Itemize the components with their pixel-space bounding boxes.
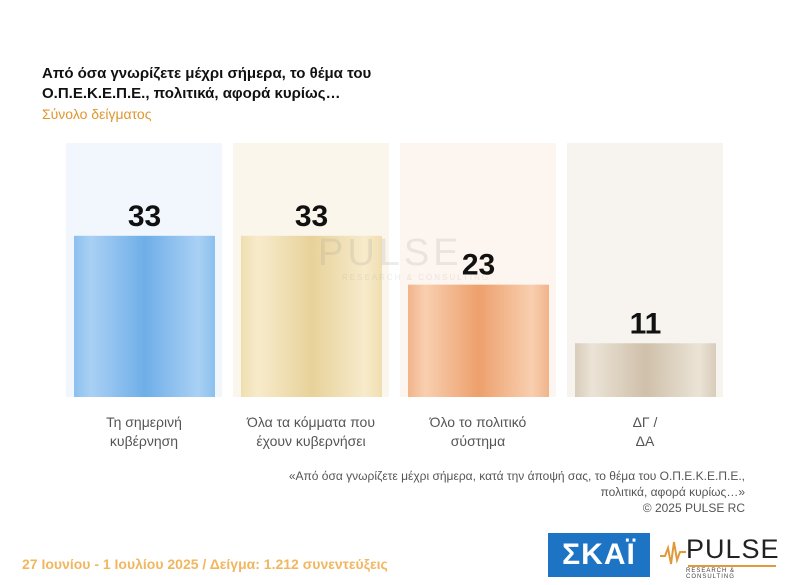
skai-logo: ΣΚΑΪ <box>548 533 650 577</box>
category-label: Όλο το πολιτικό σύστημα <box>398 413 558 451</box>
category-label-line: Τη σημερινή <box>106 414 182 430</box>
category-label-line: Όλο το πολιτικό <box>429 414 527 430</box>
pulse-wave-icon <box>660 541 686 565</box>
category-label-line: σύστημα <box>450 433 506 449</box>
category-label-line: έχουν κυβερνήσει <box>256 433 366 449</box>
pulse-logo: PULSE RESEARCH & CONSULTING <box>660 532 780 580</box>
category-label-line: κυβέρνηση <box>109 433 179 449</box>
pulse-logo-name: PULSE <box>686 534 780 564</box>
data-label: 11 <box>630 307 662 340</box>
data-label: 33 <box>295 200 328 233</box>
data-label: 33 <box>128 200 161 233</box>
bar <box>74 235 215 397</box>
survey-dates-sample: 27 Ιουνίου - 1 Ιουλίου 2025 / Δείγμα: 1.… <box>22 556 388 572</box>
data-label: 23 <box>462 249 495 282</box>
category-label-line: ΔΑ <box>635 433 655 449</box>
category-label: ΔΓ / ΔΑ <box>565 413 725 451</box>
copyright-text: © 2025 PULSE RC <box>642 501 745 515</box>
chart-title: Από όσα γνωρίζετε μέχρι σήμερα, το θέμα … <box>42 65 372 102</box>
bar <box>408 284 549 397</box>
pulse-logo-tagline: RESEARCH & CONSULTING <box>686 568 736 580</box>
pulse-logo-rule <box>688 565 776 567</box>
bar <box>575 343 716 397</box>
chart-subtitle: Σύνολο δείγματος <box>42 106 152 122</box>
footnote-line-1: «Από όσα γνωρίζετε μέχρι σήμερα, κατά τη… <box>288 469 745 483</box>
category-label: Τη σημερινή κυβέρνηση <box>64 413 224 451</box>
question-footnote: «Από όσα γνωρίζετε μέχρι σήμερα, κατά τη… <box>185 468 745 516</box>
watermark-logo: PULSE RESEARCH & CONSULTING <box>318 232 491 282</box>
category-label-line: Όλα τα κόμματα που <box>247 414 375 430</box>
category-label: Όλα τα κόμματα που έχουν κυβερνήσει <box>231 413 391 451</box>
footnote-line-2: πολιτικά, αφορά κυρίως…» <box>600 485 745 499</box>
category-label-line: ΔΓ / <box>632 414 658 430</box>
bar <box>241 235 382 397</box>
